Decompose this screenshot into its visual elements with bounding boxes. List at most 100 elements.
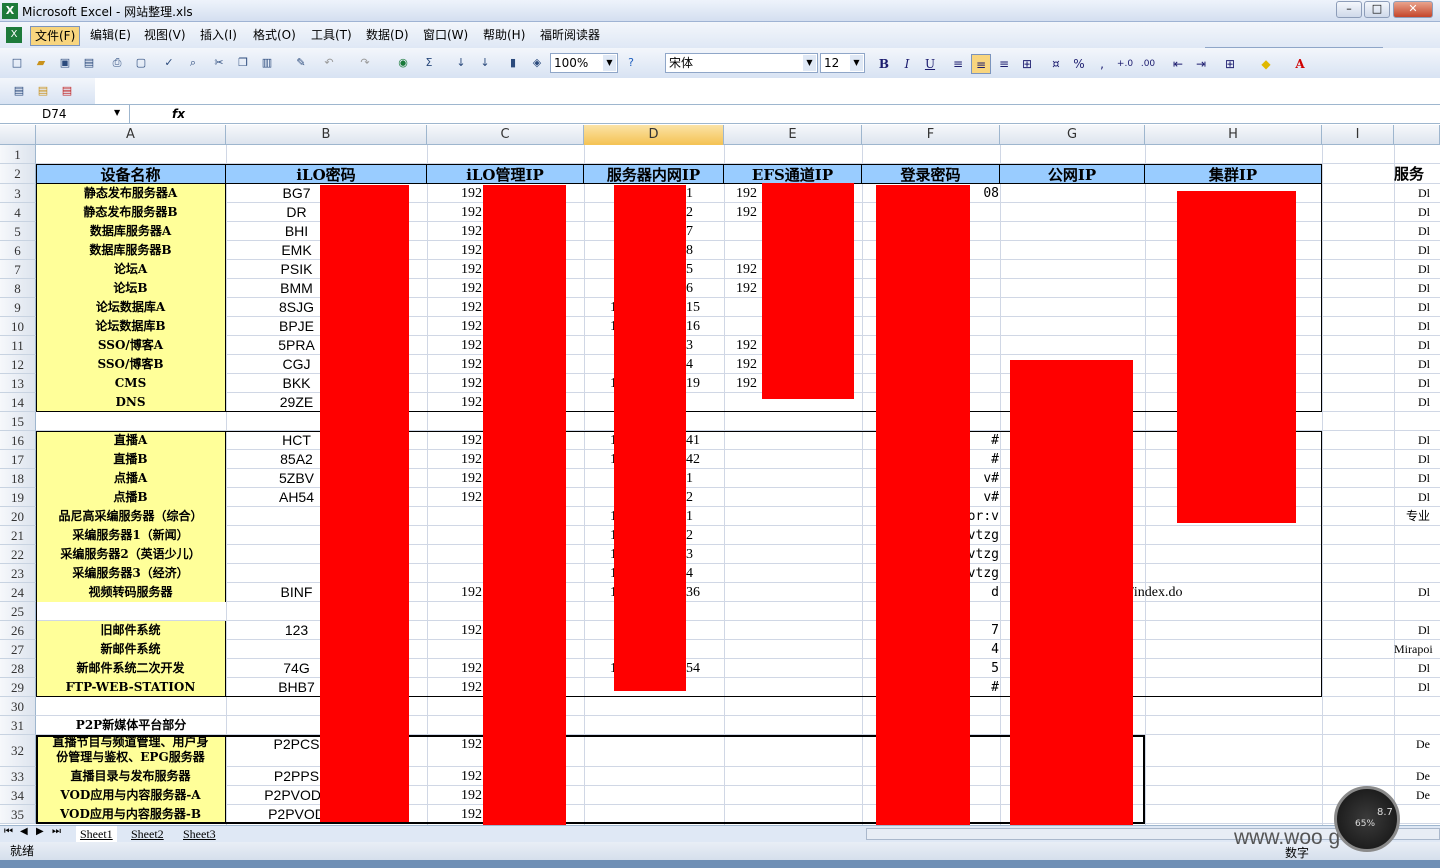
row-header[interactable]: 35 [0,805,36,824]
data-cell[interactable]: n/index.do [1123,585,1183,600]
device-name-cell[interactable]: CMS [36,374,226,393]
data-cell[interactable]: 7 [686,224,693,239]
column-header-i[interactable]: I [1322,125,1394,145]
device-name-cell[interactable]: SSO/博客A [36,336,226,355]
data-cell[interactable]: Dl [1418,243,1430,257]
device-name-cell[interactable]: 采编服务器3（经济） [36,564,226,583]
tab-sheet2[interactable]: Sheet2 [131,827,164,841]
data-cell[interactable]: 1 [584,545,724,564]
device-name-cell[interactable]: 点播B [36,488,226,507]
menu-tools[interactable]: 工具(T) [311,28,352,42]
header-cell-f[interactable]: 登录密码 [862,164,1000,184]
device-name-cell[interactable]: 数据库服务器B [36,241,226,260]
data-cell[interactable]: 192. [461,395,486,410]
data-cell[interactable]: 5PRA [278,337,315,353]
data-cell[interactable]: 4 [686,357,693,372]
menu-window[interactable]: 窗口(W) [423,28,469,42]
data-cell[interactable]: Dl [1418,623,1430,637]
data-cell[interactable]: Dl [1418,319,1430,333]
data-cell[interactable]: AH54 [278,489,315,505]
data-cell[interactable]: 1 [584,317,724,336]
row-header[interactable]: 13 [0,374,36,393]
data-cell[interactable]: Dl [1418,300,1430,314]
device-name-cell[interactable]: 采编服务器1（新闻） [36,526,226,545]
row-header[interactable]: 33 [0,767,36,786]
data-cell[interactable]: 74G [283,660,310,676]
data-cell[interactable]: 192 [736,376,757,391]
device-name-cell[interactable]: 数据库服务器A [36,222,226,241]
data-cell[interactable]: 2 [686,205,693,220]
data-cell[interactable]: 8 [686,243,693,258]
menu-data[interactable]: 数据(D) [366,28,409,42]
column-header-a[interactable]: A [36,125,226,145]
data-cell[interactable]: Dl [1418,585,1430,599]
data-cell[interactable]: # [991,433,999,448]
data-cell[interactable]: 1 [584,526,724,545]
device-name-cell[interactable]: 新邮件系统二次开发 [36,659,226,678]
data-cell[interactable]: 1 [584,659,724,678]
data-cell[interactable]: 08 [983,186,999,201]
first-sheet-icon[interactable]: ⏮ [4,826,13,837]
workbook-icon[interactable]: X [6,27,22,43]
data-cell[interactable]: BPJE [278,318,314,334]
row-header[interactable]: 31 [0,716,36,735]
tab-sheet3[interactable]: Sheet3 [183,827,216,841]
pdf-review-icon[interactable]: ▤ [61,84,73,97]
device-name-cell[interactable]: 论坛数据库A [36,298,226,317]
device-name-cell[interactable]: FTP-WEB-STATION [36,678,226,697]
data-cell[interactable]: 192. [461,585,486,600]
row-header[interactable]: 15 [0,412,36,431]
device-name-cell[interactable]: 新邮件系统 [36,640,226,659]
data-cell[interactable]: Dl [1418,661,1430,675]
data-cell[interactable]: 192. [461,452,486,467]
column-header-b[interactable]: B [226,125,427,145]
data-cell[interactable]: 192. [461,623,486,638]
data-cell[interactable]: 192 [736,338,757,353]
data-cell[interactable]: P2PVOD_ [264,787,329,803]
menu-foxit-reader[interactable]: 福昕阅读器 [540,28,601,42]
data-cell[interactable]: 123 [284,622,309,638]
device-name-cell[interactable]: 直播目录与发布服务器 [36,767,226,786]
data-cell[interactable]: 5 [991,661,999,676]
maximize-button[interactable]: □ [1364,1,1390,18]
device-name-cell[interactable]: DNS [36,393,226,412]
device-name-cell[interactable]: 采编服务器2（英语少儿） [36,545,226,564]
data-cell[interactable]: 192 [461,205,482,220]
data-cell[interactable]: BG7 [282,185,311,201]
row-header[interactable]: 25 [0,602,36,621]
menu-file[interactable]: 文件(F) [30,26,81,46]
data-cell[interactable]: 1 [584,431,724,450]
data-cell[interactable]: 192 [736,205,757,220]
italic-button[interactable]: I [904,57,910,71]
copy-icon[interactable]: ❐ [238,56,248,69]
data-cell[interactable]: 192. [461,788,486,803]
device-name-cell[interactable]: 品尼高采编服务器（综合） [36,507,226,526]
sort-ascending-icon[interactable]: ↓ [456,56,466,69]
data-cell[interactable]: Dl [1418,490,1430,504]
data-cell[interactable]: 54 [686,661,700,676]
device-name-cell[interactable]: 视频转码服务器 [36,583,226,602]
device-name-cell[interactable]: VOD应用与内容服务器-A [36,786,226,805]
data-cell[interactable]: 41 [686,433,700,448]
row-header[interactable]: 10 [0,317,36,336]
decrease-indent-icon[interactable]: ⇤ [1172,57,1184,71]
data-cell[interactable]: 192. [461,490,486,505]
data-cell[interactable]: Dl [1418,680,1430,694]
data-cell[interactable]: 192. [461,807,486,822]
row-header[interactable]: 16 [0,431,36,450]
data-cell[interactable]: 192. [461,433,486,448]
data-cell[interactable]: Dl [1418,471,1430,485]
row-header[interactable]: 22 [0,545,36,564]
select-all-corner[interactable] [0,125,36,145]
align-center-icon[interactable]: ≡ [971,54,991,74]
zoom-select[interactable]: 100% ▼ [550,53,618,73]
row-header[interactable]: 32 [0,735,36,767]
paste-icon[interactable]: ▥ [261,56,273,69]
data-cell[interactable]: DR [286,204,307,220]
data-cell[interactable]: 1 [584,583,724,602]
align-right-icon[interactable]: ≡ [998,57,1010,71]
merge-center-icon[interactable]: ⊞ [1021,57,1033,71]
row-header[interactable]: 24 [0,583,36,602]
row-header[interactable]: 29 [0,678,36,697]
